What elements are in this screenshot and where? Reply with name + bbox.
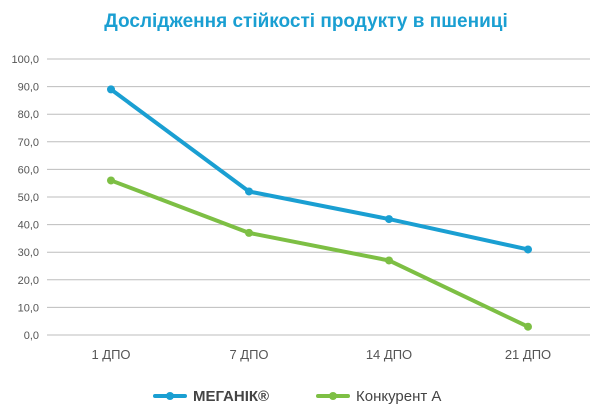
data-point [524, 245, 532, 254]
y-tick-label: 40,0 [18, 220, 39, 232]
data-point [107, 176, 115, 185]
data-point [245, 228, 253, 237]
gridlines [47, 58, 590, 336]
series-1 [107, 85, 532, 254]
data-point [524, 322, 532, 331]
data-point [107, 85, 115, 94]
legend-swatch-marker [329, 392, 337, 400]
legend-label: МЕГАНІК® [193, 388, 269, 405]
x-tick-label: 14 ДПО [366, 347, 412, 362]
series-line [109, 87, 530, 252]
legend-item: Конкурент А [316, 388, 441, 405]
x-tick-label: 21 ДПО [505, 347, 551, 362]
data-point [245, 187, 253, 196]
y-tick-label: 80,0 [18, 109, 39, 121]
x-tick-label: 1 ДПО [91, 347, 130, 362]
legend: МЕГАНІК® Конкурент А [153, 388, 441, 405]
x-axis-ticks: 1 ДПО 7 ДПО 14 ДПО 21 ДПО [91, 347, 551, 362]
y-tick-label: 20,0 [18, 275, 39, 287]
y-tick-label: 90,0 [18, 82, 39, 94]
series-line [109, 178, 530, 329]
y-tick-label: 0,0 [24, 330, 39, 342]
legend-label: Конкурент А [356, 388, 441, 405]
y-tick-label: 10,0 [18, 302, 39, 314]
legend-item: МЕГАНІК® [153, 388, 269, 405]
y-tick-label: 70,0 [18, 137, 39, 149]
y-tick-label: 30,0 [18, 247, 39, 259]
y-tick-label: 100,0 [11, 54, 39, 66]
legend-swatch-marker [166, 392, 174, 400]
series-lines [107, 85, 532, 331]
chart-title: Дослідження стійкості продукту в пшениці [104, 11, 507, 32]
y-tick-label: 60,0 [18, 164, 39, 176]
data-point [385, 256, 393, 265]
series-2 [107, 176, 532, 331]
x-tick-label: 7 ДПО [229, 347, 268, 362]
data-point [385, 215, 393, 224]
y-tick-label: 50,0 [18, 192, 39, 204]
y-axis-ticks: 0,0 10,0 20,0 30,0 40,0 50,0 60,0 70,0 80,0 90,0 1… [11, 54, 39, 342]
